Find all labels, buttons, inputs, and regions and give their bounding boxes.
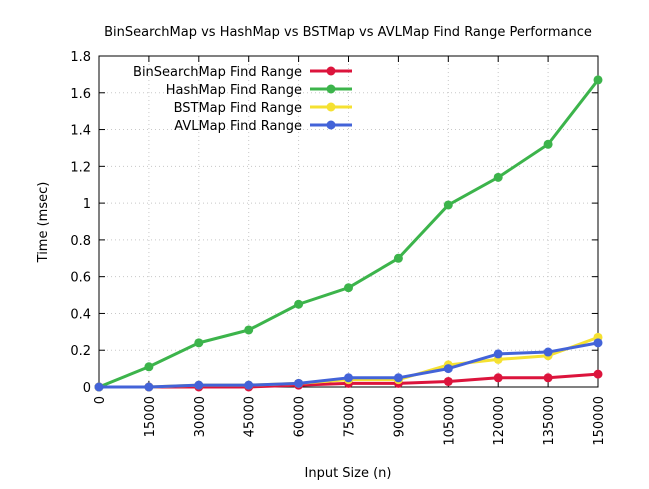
data-point (194, 380, 204, 390)
y-tick-label: 0.2 (70, 344, 91, 359)
data-point (393, 253, 403, 263)
y-tick-label: 1.2 (70, 160, 91, 175)
data-point (144, 362, 154, 372)
data-point (593, 338, 603, 348)
x-tick-label: 15000 (143, 396, 158, 437)
y-tick-label: 0 (83, 381, 91, 396)
y-axis: 0 0.2 0.4 0.6 0.8 1 1.2 1.4 1.6 1.8 (70, 50, 598, 396)
data-point (493, 172, 503, 182)
series-group (94, 75, 603, 392)
data-point (593, 369, 603, 379)
legend-label: BSTMap Find Range (174, 101, 302, 116)
x-tick-label: 0 (93, 396, 108, 404)
data-point (443, 200, 453, 210)
data-point (94, 382, 104, 392)
data-point (543, 373, 553, 383)
data-point (493, 349, 503, 359)
data-point (443, 364, 453, 374)
x-tick-label: 150000 (592, 396, 607, 446)
legend-label: AVLMap Find Range (174, 119, 302, 134)
data-point (493, 373, 503, 383)
data-point (443, 376, 453, 386)
x-tick-label: 60000 (293, 396, 308, 437)
legend-swatch-marker (326, 120, 336, 130)
data-point (344, 283, 353, 293)
x-tick-label: 120000 (492, 396, 507, 446)
data-point (294, 378, 304, 388)
series-3 (94, 338, 603, 392)
data-point (344, 373, 353, 383)
legend-label: BinSearchMap Find Range (133, 65, 302, 80)
y-tick-label: 1 (83, 197, 91, 212)
x-axis-label: Input Size (n) (305, 466, 392, 481)
legend-swatch-marker (326, 102, 336, 112)
legend: BinSearchMap Find Range HashMap Find Rang… (133, 65, 352, 134)
y-tick-label: 1.6 (70, 87, 91, 102)
y-tick-label: 1.4 (70, 124, 91, 139)
x-tick-label: 105000 (442, 396, 457, 446)
series-1 (94, 75, 603, 392)
x-tick-label: 90000 (392, 396, 407, 437)
x-tick-label: 135000 (542, 396, 557, 446)
data-point (244, 325, 254, 335)
data-point (543, 139, 553, 149)
y-tick-label: 0.6 (70, 271, 91, 286)
y-tick-label: 0.8 (70, 234, 91, 249)
y-tick-label: 0.4 (70, 307, 91, 322)
y-axis-label: Time (msec) (36, 182, 51, 264)
legend-label: HashMap Find Range (166, 83, 302, 98)
x-tick-label: 45000 (243, 396, 258, 437)
x-tick-label: 30000 (193, 396, 208, 437)
legend-swatch-marker (326, 84, 336, 94)
data-point (294, 299, 304, 309)
data-point (194, 338, 204, 348)
data-point (543, 347, 553, 357)
series-2 (94, 332, 603, 392)
data-point (144, 382, 154, 392)
legend-swatch-marker (326, 66, 336, 76)
y-tick-label: 1.8 (70, 50, 91, 65)
x-axis: 0 15000 30000 45000 60000 75000 90000 105000 120… (93, 56, 607, 446)
chart-title: BinSearchMap vs HashMap vs BSTMap vs AVL… (104, 25, 592, 40)
data-point (244, 380, 254, 390)
data-point (593, 75, 603, 85)
x-tick-label: 75000 (343, 396, 358, 437)
data-point (393, 373, 403, 383)
